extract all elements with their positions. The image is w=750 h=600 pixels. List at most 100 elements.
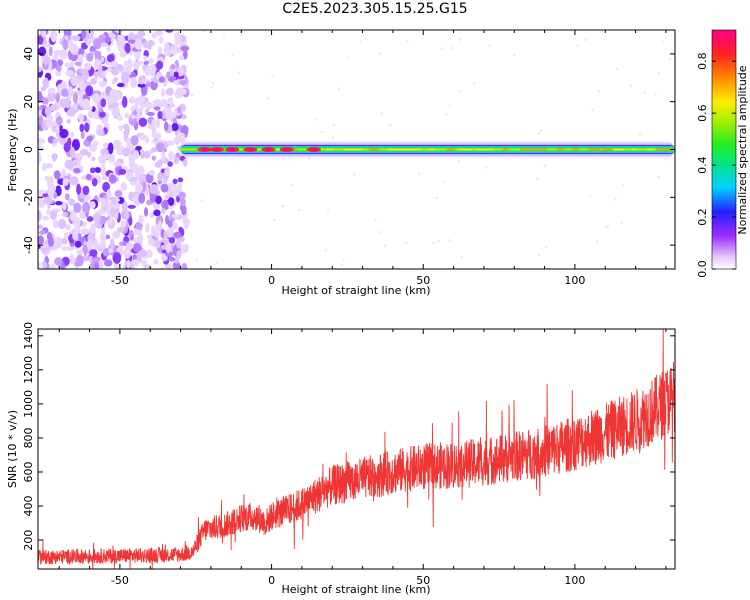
snr-y-tick-label: 1400: [22, 322, 35, 350]
noise-speck: [584, 38, 587, 41]
signal-band-highlight: [530, 148, 544, 151]
signal-peak-core: [283, 148, 290, 151]
noise-blob: [46, 114, 54, 122]
noise-blob: [123, 236, 130, 243]
noise-blob: [178, 132, 185, 138]
noise-blob: [118, 168, 127, 175]
noise-blob: [130, 135, 139, 146]
spectrogram-x-tick-label: 100: [564, 274, 585, 287]
noise-blob: [69, 253, 75, 265]
noise-blob: [100, 148, 109, 155]
noise-speck: [664, 158, 667, 161]
noise-speck: [538, 132, 541, 135]
noise-blob: [68, 39, 74, 52]
noise-blob: [65, 97, 71, 109]
noise-blob: [43, 43, 52, 48]
noise-blob: [165, 170, 171, 177]
noise-blob: [63, 142, 71, 153]
noise-blob: [54, 257, 63, 266]
noise-blob: [167, 97, 173, 104]
noise-blob: [107, 66, 112, 73]
noise-blob: [152, 79, 161, 84]
noise-blob: [90, 223, 96, 236]
snr-x-axis: -50 0 50 100: [58, 329, 667, 587]
noise-blob: [101, 201, 109, 208]
noise-speck: [315, 118, 318, 121]
noise-blob: [112, 251, 122, 264]
noise-blob: [74, 240, 82, 248]
noise-speck: [273, 219, 276, 222]
noise-speck: [290, 183, 293, 186]
colorbar: 0.0 0.2 0.4 0.6 0.8 Normalized spectral ampl…: [696, 29, 749, 278]
noise-blob: [73, 167, 81, 174]
noise-blob: [73, 202, 82, 214]
noise-blob: [108, 103, 117, 109]
noise-blob: [132, 242, 142, 253]
noise-blob: [38, 235, 45, 246]
noise-blob: [78, 79, 85, 91]
noise-blob: [149, 184, 159, 195]
noise-blob: [157, 46, 163, 55]
noise-speck: [435, 197, 438, 200]
noise-speck: [437, 240, 440, 243]
noise-blob: [123, 212, 130, 220]
snr-y-tick-label: 1000: [22, 390, 35, 418]
noise-blob: [98, 64, 103, 76]
snr-x-tick-label: 0: [268, 574, 275, 587]
noise-blob: [90, 156, 96, 162]
noise-blob: [49, 210, 58, 221]
noise-speck: [281, 205, 284, 208]
noise-blob: [98, 197, 107, 203]
noise-blob: [60, 261, 66, 269]
noise-blob: [116, 114, 123, 122]
noise-speck: [457, 159, 460, 162]
snr-x-tick-label: 100: [564, 574, 585, 587]
noise-blob: [107, 142, 114, 155]
noise-blob: [38, 110, 42, 118]
noise-blob: [61, 168, 66, 178]
noise-blob: [63, 232, 69, 240]
noise-blob: [48, 46, 53, 57]
noise-blob: [83, 37, 89, 42]
noise-blob: [98, 80, 107, 88]
noise-blob: [62, 38, 68, 50]
noise-blob: [91, 177, 98, 187]
noise-blob: [66, 246, 75, 251]
noise-blob: [80, 131, 85, 140]
noise-blob: [138, 249, 148, 258]
snr-frame: [37, 328, 676, 570]
signal-band-highlight: [326, 148, 335, 151]
noise-blob: [76, 249, 83, 256]
noise-blob: [148, 170, 156, 176]
noise-blob: [174, 34, 183, 46]
noise-blob: [84, 64, 92, 71]
noise-blob: [145, 222, 150, 234]
noise-blob: [93, 38, 102, 50]
noise-blob: [61, 237, 68, 245]
noise-blob: [169, 256, 176, 262]
noise-blob: [83, 244, 88, 256]
noise-blob: [57, 218, 67, 230]
noise-blob: [127, 204, 136, 209]
noise-blob: [57, 59, 64, 67]
noise-blob: [176, 238, 182, 249]
noise-blob: [63, 30, 72, 37]
spectrogram-x-label: Height of straight line (km): [281, 284, 430, 297]
noise-blob: [55, 64, 62, 72]
noise-blob: [171, 122, 179, 132]
noise-blob: [165, 111, 172, 117]
noise-blob: [49, 104, 58, 112]
noise-blob: [177, 177, 184, 183]
noise-speck: [539, 129, 542, 132]
snr-x-tick-label: -50: [111, 574, 129, 587]
signal-band-highlight: [602, 148, 613, 151]
noise-speck: [320, 131, 323, 134]
noise-blob: [176, 250, 182, 259]
noise-blob: [110, 237, 115, 250]
noise-speck: [405, 241, 408, 244]
noise-blob: [171, 222, 179, 230]
noise-blob: [86, 216, 94, 222]
noise-blob: [130, 114, 136, 120]
noise-blob: [145, 172, 154, 184]
